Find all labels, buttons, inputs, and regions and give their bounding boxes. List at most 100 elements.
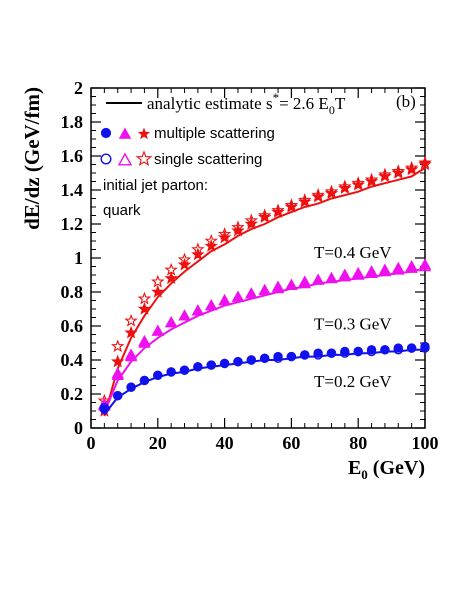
- multiple-scattering-point: [404, 162, 419, 176]
- single-scattering-point: [137, 291, 152, 305]
- curve-annotation: T=0.2 GeV: [314, 372, 392, 391]
- y-tick-label: 0.4: [61, 350, 84, 370]
- x-tick-label: 20: [149, 433, 167, 453]
- analytic-curve: [103, 167, 426, 417]
- multiple-scattering-point: [219, 358, 230, 369]
- single-scattering-point: [110, 339, 125, 353]
- multiple-scattering-point: [286, 351, 297, 362]
- multiple-scattering-point: [311, 273, 325, 285]
- legend-single-circle: [100, 153, 112, 165]
- legend-multiple-circle: [100, 127, 112, 139]
- multiple-scattering-point: [257, 210, 272, 223]
- multiple-scattering-point: [151, 284, 165, 298]
- multiple-scattering-point: [352, 266, 365, 278]
- multiple-scattering-point: [124, 325, 138, 339]
- y-axis-label: dE/dz (GeV/fm): [20, 87, 44, 230]
- multiple-scattering-point: [378, 263, 392, 275]
- multiple-scattering-point: [271, 205, 285, 218]
- multiple-scattering-point: [324, 186, 339, 200]
- single-scattering-point: [151, 274, 165, 288]
- legend-single-label: single scattering: [154, 151, 262, 168]
- y-tick-label: 0.2: [61, 384, 84, 404]
- x-axis-label-unit: (GeV): [368, 457, 425, 479]
- multiple-scattering-point: [311, 189, 325, 203]
- multiple-scattering-point: [271, 280, 285, 292]
- multiple-scattering-point: [353, 346, 363, 357]
- multiple-scattering-point: [259, 353, 270, 363]
- multiple-scattering-point: [139, 375, 150, 386]
- legend-analytic-sup: *: [273, 90, 280, 105]
- legend-single-triangle: [117, 152, 133, 166]
- legend-analytic-text: analytic estimate s: [147, 94, 273, 113]
- multiple-scattering-point: [300, 350, 310, 360]
- legend-analytic-end: T: [335, 94, 346, 113]
- legend-single-markers: [100, 150, 153, 167]
- multiple-scattering-point: [126, 382, 136, 392]
- multiple-scattering-point: [298, 275, 311, 287]
- legend-multiple-triangle: [118, 127, 132, 139]
- multiple-scattering-point: [405, 260, 418, 272]
- legend-multiple-label: multiple scattering: [154, 125, 275, 142]
- multiple-scattering-point: [166, 367, 176, 377]
- multiple-scattering-point: [246, 355, 257, 365]
- multiple-scattering-point: [326, 348, 337, 358]
- multiple-scattering-point: [418, 258, 432, 270]
- multiple-scattering-point: [111, 368, 124, 380]
- multiple-scattering-point: [392, 261, 405, 273]
- y-tick-label: 0.8: [61, 282, 84, 302]
- multiple-scattering-point: [284, 199, 299, 213]
- multiple-scattering-point: [205, 299, 218, 311]
- legend-analytic-eq: = 2.6 E: [279, 94, 329, 113]
- multiple-scattering-point: [393, 343, 403, 353]
- multiple-scattering-point: [378, 169, 392, 183]
- axis-ticks: 0 20 40 60 80 100 0 0.2 0.4 0.6 0.8 1 1.2 1.4 1.6 1.8 2: [61, 78, 439, 453]
- multiple-scattering-point: [338, 268, 352, 280]
- multiple-scattering-point: [418, 155, 432, 169]
- multiple-scattering-point: [137, 301, 152, 315]
- multiple-scattering-point: [110, 354, 125, 368]
- multiple-scattering-point: [351, 177, 365, 191]
- y-tick-label: 2: [74, 78, 83, 98]
- multiple-scattering-point: [218, 294, 231, 306]
- y-tick-label: 0: [74, 418, 83, 438]
- multiple-scattering-point: [191, 247, 205, 261]
- multiple-scattering-point: [258, 283, 271, 295]
- curve-annotations: T=0.4 GeV T=0.3 GeV T=0.2 GeV: [314, 243, 392, 391]
- multiple-scattering-point: [340, 346, 350, 357]
- x-tick-label: 100: [412, 433, 439, 453]
- y-tick-label: 1.2: [61, 214, 84, 234]
- y-tick-label: 1: [74, 248, 83, 268]
- legend-analytic-sub: 0: [329, 103, 335, 117]
- legend: analytic estimate s*= 2.6 E0T multiple s…: [100, 90, 346, 219]
- multiple-scattering-point: [365, 265, 378, 277]
- multiple-scattering-point: [113, 391, 123, 401]
- y-tick-label: 0.6: [61, 316, 84, 336]
- multiple-scattering-point: [366, 345, 377, 355]
- multiple-scattering-point: [177, 257, 192, 271]
- multiple-scattering-point: [364, 174, 379, 188]
- y-tick-label: 1.8: [61, 112, 84, 132]
- multiple-scattering-point: [420, 341, 430, 352]
- x-axis-label: E0 (GeV): [348, 457, 425, 482]
- curve-annotation: T=0.4 GeV: [314, 243, 392, 262]
- multiple-scattering-point: [273, 351, 283, 362]
- multiple-scattering-point: [406, 343, 417, 353]
- multiple-scattering-point: [151, 324, 164, 336]
- legend-note-line1: initial jet parton:: [103, 177, 208, 194]
- legend-analytic-label: analytic estimate s*= 2.6 E0T: [147, 90, 346, 117]
- legend-single-star: [135, 150, 153, 167]
- x-axis-label-main: E: [348, 457, 361, 479]
- legend-note-line2: quark: [103, 202, 141, 219]
- multiple-scattering-point: [124, 350, 138, 362]
- multiple-scattering-point: [99, 404, 110, 414]
- y-tick-label: 1.6: [61, 146, 84, 166]
- multiple-scattering-point: [206, 360, 216, 370]
- multiple-scattering-point: [233, 357, 243, 367]
- series-layer: [97, 155, 432, 417]
- legend-multiple-markers: [100, 127, 151, 140]
- multiple-scattering-point: [164, 316, 178, 328]
- x-tick-label: 40: [216, 433, 234, 453]
- y-tick-label: 1.4: [61, 180, 84, 200]
- multiple-scattering-point: [231, 223, 245, 237]
